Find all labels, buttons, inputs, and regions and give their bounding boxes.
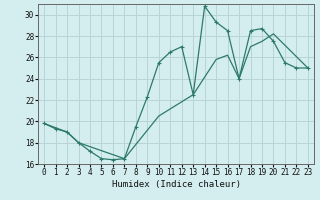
X-axis label: Humidex (Indice chaleur): Humidex (Indice chaleur) [111,180,241,189]
